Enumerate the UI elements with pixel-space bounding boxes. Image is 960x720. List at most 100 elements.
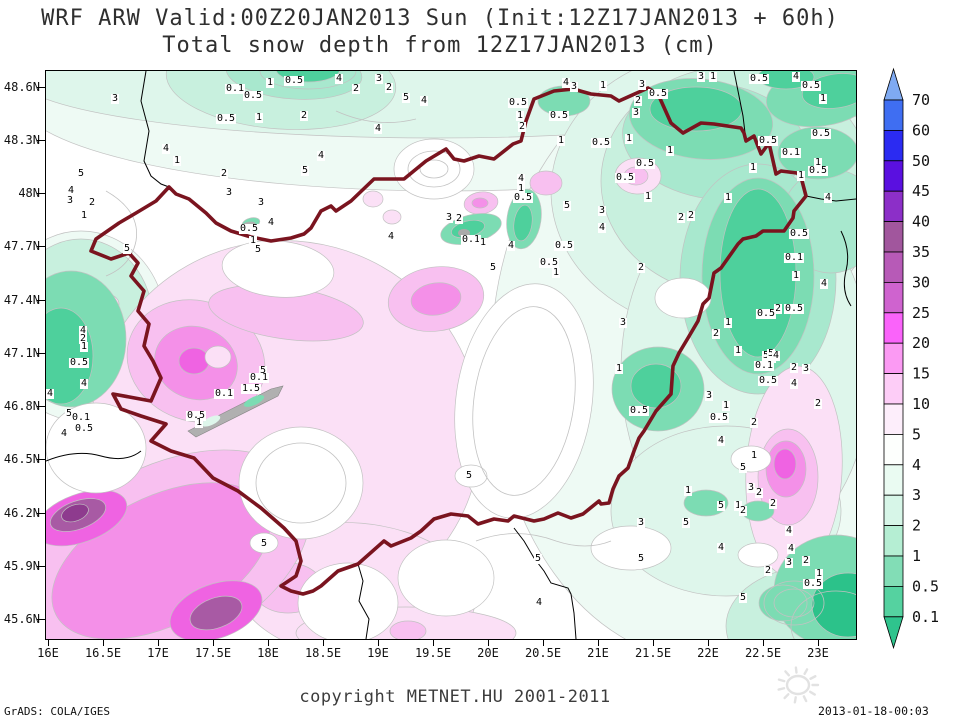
contour-label: 4 (419, 95, 429, 106)
contour-label: 1 (708, 71, 718, 82)
svg-text:50: 50 (912, 152, 930, 170)
contour-label: 1 (248, 235, 258, 246)
contour-label: 0.5 (634, 158, 656, 169)
contour-label: 1 (614, 363, 624, 374)
longitude-tick-label: 23E (807, 646, 829, 660)
contour-label: 0.5 (548, 110, 570, 121)
contour-label: 3 (374, 73, 384, 84)
longitude-tick-label: 20E (477, 646, 499, 660)
svg-text:40: 40 (912, 213, 930, 231)
contour-label: 5 (636, 553, 646, 564)
svg-text:45: 45 (912, 182, 930, 200)
contour-label: 4 (597, 222, 607, 233)
snow-region-deep-green-cores (46, 71, 856, 639)
longitude-tick (488, 639, 489, 646)
contour-label: 2 (517, 121, 527, 132)
contour-label: 3 (784, 557, 794, 568)
river-and-border-lines (46, 71, 856, 639)
contour-label: 1 (733, 501, 743, 511)
longitude-tick-label: 18.5E (304, 646, 342, 660)
contour-label: 0.5 (283, 75, 305, 86)
longitude-tick (158, 639, 159, 646)
contour-label: 2 (87, 197, 97, 208)
contour-label: 4 (334, 73, 344, 84)
map-plot-area: 3 0.1 0.5 1 0.5 0.5 1 2 5 5 4 3 2 1 4 1 2 3 5 4 3 4 0.5 1 5 4 2 3 2 5… (45, 70, 857, 640)
svg-text:10: 10 (912, 395, 930, 413)
contour-label: 0.5 (614, 172, 636, 183)
svg-text:60: 60 (912, 121, 930, 139)
contour-label: 3 (256, 197, 266, 208)
longitude-tick (323, 639, 324, 646)
contour-label: 1 (556, 135, 566, 146)
contour-label: 4 (516, 173, 526, 184)
contour-label: 2 (454, 213, 464, 224)
contour-label: 3 (637, 79, 647, 90)
contour-label: 1 (624, 133, 634, 144)
contour-label: 2 (78, 333, 88, 344)
contour-label: 2 (789, 362, 799, 373)
contour-label: 1 (721, 400, 731, 411)
copyright-text: copyright METNET.HU 2001-2011 (299, 687, 611, 707)
contour-label: 0.1 (783, 252, 805, 263)
snow-depth-contour-map (46, 71, 856, 639)
contour-label: 0.5 (802, 578, 824, 589)
contour-label: 5 (488, 262, 498, 273)
contour-label: 0.5 (810, 128, 832, 139)
longitude-tick (48, 639, 49, 646)
latitude-tick-label: 45.6N (3, 612, 40, 626)
contour-label: 0.5 (185, 410, 207, 421)
contour-label: 3 (110, 93, 120, 104)
contour-label: 0.1 (224, 83, 246, 94)
contour-label: 5 (122, 243, 132, 254)
contour-label: 0.5 (757, 135, 779, 146)
contour-label: 5 (716, 500, 726, 511)
colorbar-scale: 70 60 50 45 40 35 30 25 20 15 10 5 4 3 2 1 0.5 0.1 (883, 67, 939, 650)
contour-label: 4 (506, 240, 516, 251)
svg-text:0.1: 0.1 (912, 608, 939, 626)
longitude-tick (543, 639, 544, 646)
latitude-tick-label: 48.3N (3, 133, 40, 147)
contour-label: 0.5 (507, 97, 529, 108)
contour-label: 1 (515, 110, 525, 121)
contour-label: 1 (723, 317, 733, 328)
svg-text:2: 2 (912, 517, 921, 535)
longitude-tick-label: 16E (37, 646, 59, 660)
latitude-tick (37, 353, 45, 354)
contour-label: 0.1 (248, 372, 270, 383)
svg-text:0.5: 0.5 (912, 577, 939, 595)
contour-label: 4 (823, 192, 833, 203)
contour-label: 1.5 (240, 383, 262, 394)
contour-label: 1 (516, 183, 526, 194)
contour-label: 0.5 (73, 423, 95, 434)
contour-label: 5 (533, 553, 543, 564)
latitude-tick-label: 47.1N (3, 346, 40, 360)
contour-label: 0.5 (748, 73, 770, 84)
contour-label: 1 (796, 170, 806, 181)
contour-label: 2 (219, 168, 229, 179)
contour-label: 4 (716, 435, 726, 446)
contour-lines (105, 110, 856, 639)
latitude-tick (37, 246, 45, 247)
contour-label: 5 (76, 168, 86, 179)
contour-label: 4 (78, 325, 88, 336)
longitude-tick-label: 20.5E (524, 646, 562, 660)
contour-label: 0.5 (807, 165, 829, 176)
svg-text:35: 35 (912, 243, 930, 261)
contour-label: 5 (681, 517, 691, 528)
contour-label: 3 (704, 390, 714, 401)
latitude-tick (37, 566, 45, 567)
svg-text:1: 1 (912, 547, 921, 565)
contour-label: 0.5 (590, 137, 612, 148)
contour-label: 1 (643, 191, 653, 202)
contour-label: 4 (771, 350, 781, 361)
svg-text:3: 3 (912, 486, 921, 504)
contour-label: 4 (784, 525, 794, 536)
latitude-tick (37, 513, 45, 514)
svg-text:70: 70 (912, 91, 930, 109)
longitude-tick (653, 639, 654, 646)
contour-label: 0.5 (757, 375, 779, 386)
contour-label: 3 (618, 317, 628, 328)
latitude-tick-label: 47.7N (3, 239, 40, 253)
longitude-tick-label: 17.5E (194, 646, 232, 660)
